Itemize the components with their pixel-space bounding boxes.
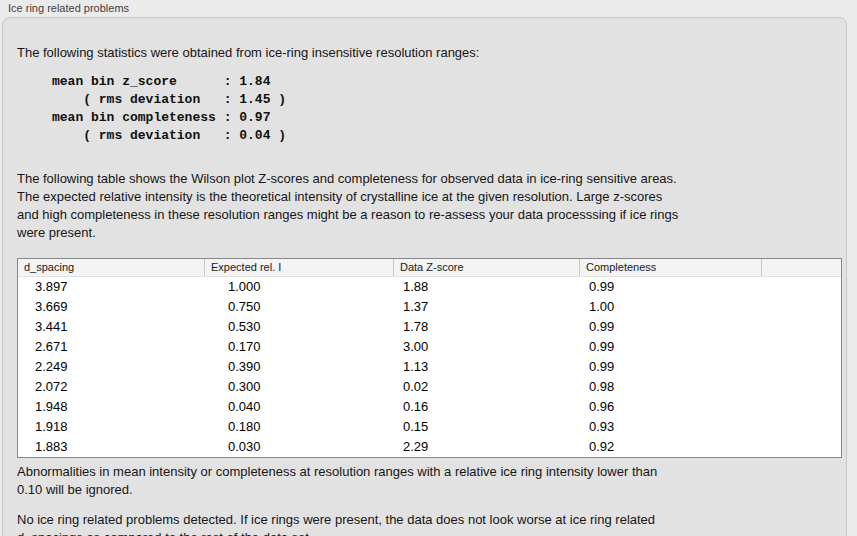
cell-empty <box>761 357 841 377</box>
cell-completeness: 0.99 <box>579 337 761 357</box>
intro-text: The following statistics were obtained f… <box>17 44 479 62</box>
cell-completeness: 0.99 <box>579 277 761 297</box>
table-row[interactable]: 2.671 0.170 3.00 0.99 <box>18 337 841 357</box>
cell-empty <box>761 397 841 417</box>
column-header-data-z-score[interactable]: Data Z-score <box>393 259 579 276</box>
cell-empty <box>761 337 841 357</box>
cell-expected-rel-i: 0.040 <box>204 397 393 417</box>
cell-expected-rel-i: 1.000 <box>204 277 393 297</box>
table-row[interactable]: 3.897 1.000 1.88 0.99 <box>18 277 841 297</box>
cell-expected-rel-i: 0.530 <box>204 317 393 337</box>
cell-data-z-score: 0.02 <box>393 377 579 397</box>
cell-data-z-score: 1.78 <box>393 317 579 337</box>
ignore-note-text: Abnormalities in mean intensity or compl… <box>17 463 657 499</box>
cell-d-spacing: 3.897 <box>18 277 204 297</box>
cell-data-z-score: 0.16 <box>393 397 579 417</box>
cell-data-z-score: 1.88 <box>393 277 579 297</box>
cell-empty <box>761 437 841 457</box>
table-row[interactable]: 3.669 0.750 1.37 1.00 <box>18 297 841 317</box>
column-header-empty <box>761 259 841 276</box>
cell-completeness: 0.99 <box>579 317 761 337</box>
cell-empty <box>761 317 841 337</box>
ice-ring-table: d_spacing Expected rel. I Data Z-score C… <box>17 258 842 458</box>
statistics-block: mean bin z_score : 1.84 ( rms deviation … <box>52 73 286 145</box>
table-row[interactable]: 1.948 0.040 0.16 0.96 <box>18 397 841 417</box>
table-row[interactable]: 3.441 0.530 1.78 0.99 <box>18 317 841 337</box>
cell-d-spacing: 2.671 <box>18 337 204 357</box>
cell-expected-rel-i: 0.750 <box>204 297 393 317</box>
cell-empty <box>761 297 841 317</box>
column-header-expected-rel-i[interactable]: Expected rel. I <box>204 259 393 276</box>
cell-empty <box>761 417 841 437</box>
cell-expected-rel-i: 0.300 <box>204 377 393 397</box>
cell-d-spacing: 1.918 <box>18 417 204 437</box>
cell-completeness: 0.99 <box>579 357 761 377</box>
cell-data-z-score: 0.15 <box>393 417 579 437</box>
cell-d-spacing: 3.669 <box>18 297 204 317</box>
cell-d-spacing: 1.948 <box>18 397 204 417</box>
cell-completeness: 1.00 <box>579 297 761 317</box>
table-caption-text: The following table shows the Wilson plo… <box>17 170 678 242</box>
cell-expected-rel-i: 0.180 <box>204 417 393 437</box>
group-box-panel: The following statistics were obtained f… <box>2 17 847 536</box>
conclusion-text: No ice ring related problems detected. I… <box>17 511 655 536</box>
cell-d-spacing: 3.441 <box>18 317 204 337</box>
column-header-d-spacing[interactable]: d_spacing <box>18 259 204 276</box>
table-row[interactable]: 1.918 0.180 0.15 0.93 <box>18 417 841 437</box>
cell-data-z-score: 1.13 <box>393 357 579 377</box>
cell-expected-rel-i: 0.170 <box>204 337 393 357</box>
group-box-title: Ice ring related problems <box>8 1 129 15</box>
cell-expected-rel-i: 0.030 <box>204 437 393 457</box>
ice-ring-report-page: Ice ring related problems The following … <box>0 0 857 536</box>
cell-data-z-score: 2.29 <box>393 437 579 457</box>
cell-completeness: 0.98 <box>579 377 761 397</box>
cell-d-spacing: 2.249 <box>18 357 204 377</box>
cell-d-spacing: 1.883 <box>18 437 204 457</box>
cell-completeness: 0.96 <box>579 397 761 417</box>
table-row[interactable]: 1.883 0.030 2.29 0.92 <box>18 437 841 457</box>
cell-empty <box>761 377 841 397</box>
table-header-row: d_spacing Expected rel. I Data Z-score C… <box>18 259 841 277</box>
cell-d-spacing: 2.072 <box>18 377 204 397</box>
cell-expected-rel-i: 0.390 <box>204 357 393 377</box>
table-row[interactable]: 2.072 0.300 0.02 0.98 <box>18 377 841 397</box>
cell-data-z-score: 1.37 <box>393 297 579 317</box>
cell-completeness: 0.93 <box>579 417 761 437</box>
cell-data-z-score: 3.00 <box>393 337 579 357</box>
table-row[interactable]: 2.249 0.390 1.13 0.99 <box>18 357 841 377</box>
cell-empty <box>761 277 841 297</box>
cell-completeness: 0.92 <box>579 437 761 457</box>
column-header-completeness[interactable]: Completeness <box>579 259 761 276</box>
